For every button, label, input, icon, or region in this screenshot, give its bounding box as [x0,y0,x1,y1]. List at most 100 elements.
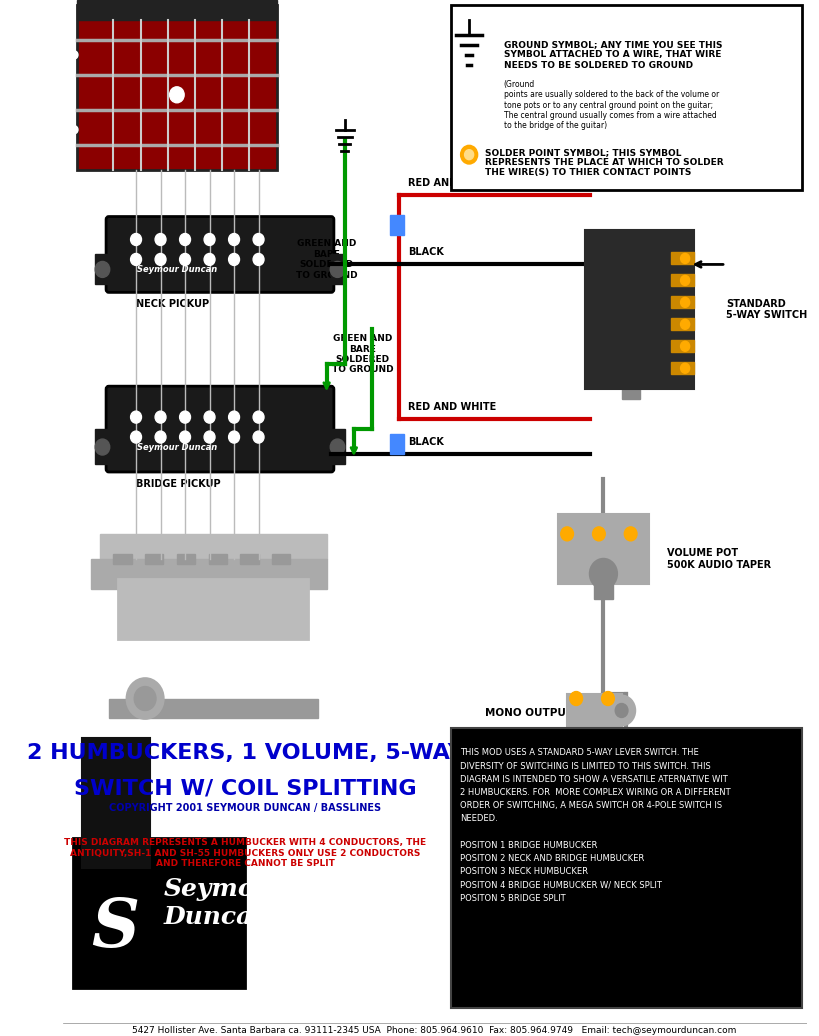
Circle shape [155,233,166,246]
Circle shape [130,254,142,265]
Text: SWITCH W/ COIL SPLITTING: SWITCH W/ COIL SPLITTING [74,778,416,799]
Text: 2 HUMBUCKERS, 1 VOLUME, 5-WAY: 2 HUMBUCKERS, 1 VOLUME, 5-WAY [26,744,464,764]
Bar [672,318,695,330]
Bar [595,579,613,599]
Circle shape [70,51,78,59]
Circle shape [204,233,215,246]
Text: COPYRIGHT 2001 SEYMOUR DUNCAN / BASSLINES: COPYRIGHT 2001 SEYMOUR DUNCAN / BASSLINE… [109,803,381,813]
Bar [95,429,109,464]
Text: THIS DIAGRAM REPRESENTS A HUMBUCKER WITH 4 CONDUCTORS, THE
ANTIQUITY,SH-1 AND SH: THIS DIAGRAM REPRESENTS A HUMBUCKER WITH… [64,838,426,868]
Circle shape [681,254,690,263]
Circle shape [253,411,264,423]
Bar [622,384,640,399]
FancyBboxPatch shape [106,217,334,292]
Circle shape [179,431,191,443]
Circle shape [681,364,690,373]
Bar [672,275,695,286]
Circle shape [590,558,617,588]
FancyBboxPatch shape [106,386,334,472]
Circle shape [624,527,637,541]
Circle shape [681,341,690,351]
Circle shape [229,431,239,443]
Text: BLACK: BLACK [409,248,444,258]
Text: VOLUME POT
500K AUDIO TAPER: VOLUME POT 500K AUDIO TAPER [667,548,771,570]
Circle shape [229,254,239,265]
Text: Seymour
Duncan.: Seymour Duncan. [163,877,286,929]
Bar [73,838,245,988]
Bar [272,554,290,564]
Bar [451,728,802,1008]
Circle shape [155,431,166,443]
Bar [451,5,802,190]
Circle shape [134,687,156,711]
Text: (Ground
points are usually soldered to the back of the volume or
tone pots or to: (Ground points are usually soldered to t… [504,80,719,131]
Text: BLACK: BLACK [409,437,444,448]
Circle shape [204,411,215,423]
Text: GROUND SYMBOL; ANY TIME YOU SEE THIS
SYMBOL ATTACHED TO A WIRE, THAT WIRE
NEEDS : GROUND SYMBOL; ANY TIME YOU SEE THIS SYM… [504,40,722,69]
Bar [241,554,259,564]
Bar [567,693,622,728]
Bar [100,534,327,558]
Circle shape [615,703,628,718]
Bar [118,579,309,638]
Bar [77,5,277,170]
Bar [331,255,345,285]
Circle shape [592,527,605,541]
Circle shape [204,254,215,265]
Bar [390,434,404,454]
Circle shape [681,319,690,329]
Text: NECK PICKUP: NECK PICKUP [136,299,209,310]
Text: Seymour Duncan: Seymour Duncan [137,265,217,274]
Circle shape [570,692,582,706]
Bar [113,554,132,564]
Bar [82,739,150,868]
Circle shape [681,276,690,285]
Bar [558,514,649,583]
Bar [672,296,695,309]
Text: Seymour Duncan: Seymour Duncan [137,442,217,452]
Circle shape [130,411,142,423]
Bar [672,363,695,374]
Text: GREEN AND
BARE
SOLDERED
TO GROUND: GREEN AND BARE SOLDERED TO GROUND [333,335,394,374]
Circle shape [170,87,184,103]
Circle shape [127,679,163,719]
Circle shape [330,261,345,278]
Text: RED AND WHITE: RED AND WHITE [409,177,496,188]
Bar [672,253,695,264]
Circle shape [561,527,573,541]
Text: 5427 Hollister Ave. Santa Barbara ca. 93111-2345 USA  Phone: 805.964.9610  Fax: : 5427 Hollister Ave. Santa Barbara ca. 93… [133,1027,737,1035]
Circle shape [155,411,166,423]
Bar [209,554,227,564]
Circle shape [130,233,142,246]
Bar [95,255,109,285]
Circle shape [253,233,264,246]
Circle shape [95,439,110,455]
Text: THIS MOD USES A STANDARD 5-WAY LEVER SWITCH. THE
DIVERSITY OF SWITCHING IS LIMIT: THIS MOD USES A STANDARD 5-WAY LEVER SWI… [460,748,731,902]
Bar [331,429,345,464]
Circle shape [229,411,239,423]
Text: GREEN AND
BARE
SOLDERED
TO GROUND: GREEN AND BARE SOLDERED TO GROUND [296,239,357,280]
Bar [109,698,318,719]
Text: MONO OUTPUT JACK: MONO OUTPUT JACK [486,709,604,719]
Circle shape [608,695,636,725]
Bar [586,230,695,390]
Circle shape [204,431,215,443]
Bar [91,558,327,588]
Circle shape [681,297,690,308]
Bar [145,554,163,564]
Circle shape [461,146,477,164]
Text: S: S [91,895,139,960]
Circle shape [179,411,191,423]
Bar [390,214,404,234]
Bar [177,554,195,564]
Text: SOLDER POINT SYMBOL; THIS SYMBOL
REPRESENTS THE PLACE AT WHICH TO SOLDER
THE WIR: SOLDER POINT SYMBOL; THIS SYMBOL REPRESE… [486,148,724,177]
Bar [672,340,695,352]
Circle shape [155,254,166,265]
Text: RED AND WHITE: RED AND WHITE [409,402,496,412]
Circle shape [253,254,264,265]
Bar [77,0,277,20]
Circle shape [464,149,473,160]
Circle shape [229,233,239,246]
Circle shape [330,439,345,455]
Circle shape [602,692,614,706]
